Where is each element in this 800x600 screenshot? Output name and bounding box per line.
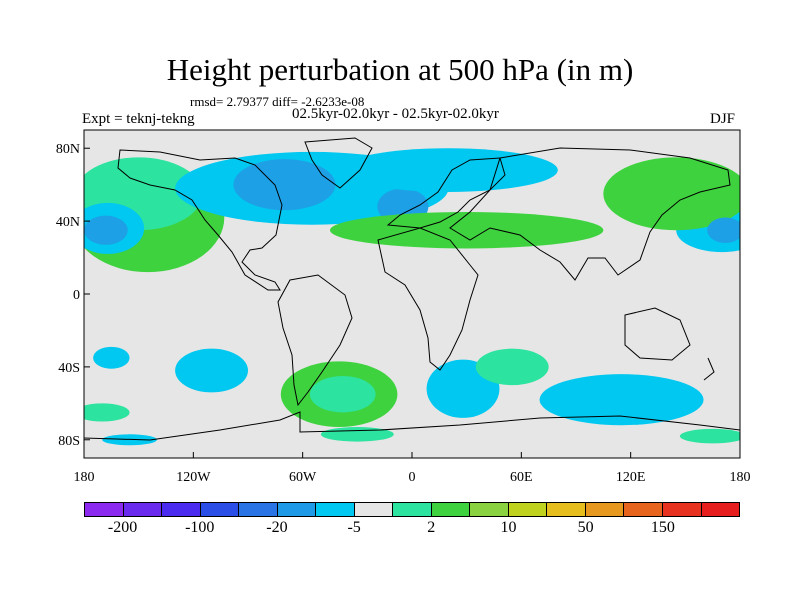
colorbar-cell-3	[200, 503, 240, 516]
season-label: DJF	[710, 111, 736, 127]
coastline-layer	[84, 137, 740, 441]
colorbar-cell-15	[662, 503, 702, 516]
contour-region-8	[339, 148, 558, 192]
colorbar-cell-13	[585, 503, 625, 516]
colorbar-cell-0	[85, 503, 124, 516]
contour-region-17	[475, 348, 549, 386]
contour-region-22	[320, 427, 394, 442]
colorbar-cell-2	[162, 503, 201, 516]
x-tick-label: 180	[730, 470, 751, 485]
colorbar-label: 2	[427, 519, 436, 536]
colorbar-label: 50	[577, 519, 594, 536]
coastline-south-america	[277, 274, 353, 407]
colorbar-label: -200	[107, 519, 138, 536]
colorbar-label: 150	[650, 519, 675, 536]
colorbar-cell-12	[547, 503, 586, 516]
contour-region-7	[330, 212, 604, 249]
coastline-africa	[377, 227, 479, 371]
colorbar-cell-10	[470, 503, 509, 516]
map-title: Height perturbation at 500 hPa (in m)	[166, 52, 634, 87]
colorbar-cell-14	[624, 503, 663, 516]
stats-line: rmsd= 2.79377 diff= -2.6233e-08	[190, 94, 365, 109]
contour-region-13	[93, 346, 130, 369]
contour-region-12	[175, 348, 248, 393]
colorbar-label: -5	[347, 519, 361, 536]
axis-layer: 80N 40N 0 40S 80S 180 120W 60W 0 60E 120E 180	[56, 142, 751, 485]
contour-region-18	[539, 374, 704, 426]
coastline-new-zealand	[703, 357, 715, 381]
x-tick-label: 60E	[510, 470, 533, 485]
colorbar-cell-4	[239, 503, 278, 516]
colorbar-label: -20	[266, 519, 288, 536]
x-tick-label: 120W	[176, 470, 211, 485]
x-tick-label: 60W	[289, 470, 317, 485]
x-tick-label: 120E	[616, 470, 646, 485]
contour-region-19	[84, 403, 130, 422]
height-field-layer	[84, 148, 740, 446]
contour-region-15	[309, 376, 376, 413]
y-tick-label: 40N	[56, 215, 80, 230]
contour-region-11	[707, 217, 740, 243]
colorbar-label: 10	[500, 519, 517, 536]
coastline-europe	[386, 157, 506, 229]
colorbar-cell-6	[316, 503, 355, 516]
colorbar	[84, 502, 740, 517]
colorbar-cell-7	[354, 503, 394, 516]
colorbar-cell-16	[701, 503, 740, 516]
coastline-australia	[624, 307, 691, 361]
coastline-north-america	[117, 149, 283, 291]
colorbar-label: -100	[185, 519, 215, 536]
y-tick-label: 0	[73, 288, 80, 303]
contour-region-10	[603, 157, 740, 231]
contour-region-5	[233, 159, 336, 211]
contour-region-3	[84, 215, 128, 245]
contour-region-21	[679, 428, 740, 444]
coastline-antarctica	[84, 411, 740, 441]
coastline-greenland	[304, 137, 373, 189]
experiment-label: Expt = teknj-tekng	[82, 111, 195, 127]
coastline-asia	[449, 147, 731, 281]
x-tick-label: 0	[409, 470, 416, 485]
colorbar-cell-8	[393, 503, 432, 516]
colorbar-cell-9	[431, 503, 471, 516]
x-tick-label: 180	[74, 470, 95, 485]
colorbar-cell-1	[123, 503, 163, 516]
colorbar-cell-11	[508, 503, 548, 516]
y-tick-label: 80S	[58, 434, 80, 449]
y-tick-label: 80N	[56, 142, 80, 157]
colorbar-cell-5	[277, 503, 317, 516]
y-tick-label: 40S	[58, 361, 80, 376]
period-label: 02.5kyr-02.0kyr - 02.5kyr-02.0kyr	[292, 106, 499, 122]
